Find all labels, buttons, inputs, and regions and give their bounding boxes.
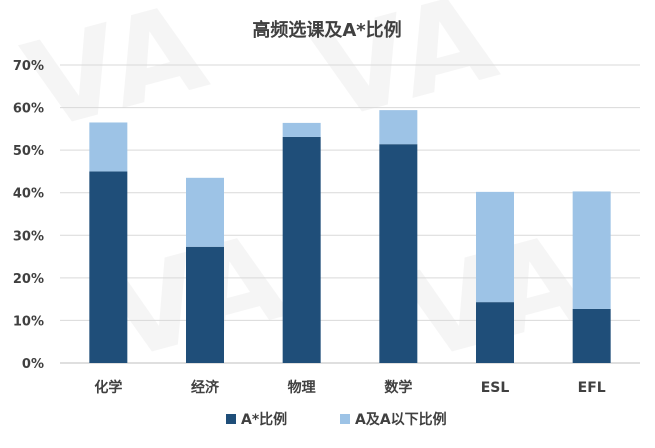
legend-swatch: [340, 414, 350, 424]
x-tick-label: 化学: [94, 379, 122, 396]
bar-astar-4: [476, 302, 514, 363]
legend-label: A*比例: [241, 411, 287, 428]
bar-astar-5: [572, 308, 611, 363]
bar-astar-3: [379, 144, 418, 363]
y-axis-ticks: 0% 10% 20% 30% 40% 50% 60% 70%: [13, 59, 44, 372]
x-axis-ticks: 化学 经济 物理 数学 ESL EFL: [94, 379, 605, 396]
x-tick-label: 数学: [384, 379, 412, 396]
bars: [89, 110, 611, 363]
legend-swatch: [226, 414, 236, 424]
y-tick-label: 70%: [13, 59, 44, 74]
y-tick-label: 60%: [13, 102, 44, 117]
bar-astar-2: [282, 136, 321, 363]
bar-a-and-below-2: [282, 122, 321, 137]
y-tick-label: 40%: [13, 187, 44, 202]
bar-astar-1: [186, 246, 224, 363]
x-tick-label: 物理: [288, 379, 316, 396]
x-tick-label: ESL: [481, 380, 510, 396]
bar-a-and-below-4: [476, 191, 514, 303]
x-tick-label: 经济: [191, 379, 220, 396]
y-tick-label: 20%: [13, 272, 44, 287]
bar-a-and-below-1: [186, 177, 224, 247]
bar-a-and-below-3: [379, 110, 418, 145]
bar-a-and-below-5: [572, 191, 611, 309]
y-tick-label: 50%: [13, 144, 44, 159]
y-tick-label: 30%: [13, 229, 44, 244]
y-tick-label: 0%: [22, 357, 44, 372]
x-tick-label: EFL: [578, 380, 606, 396]
bar-astar-0: [89, 171, 128, 363]
gridlines: [60, 64, 640, 364]
legend: A*比例 A及A以下比例: [226, 411, 447, 428]
chart-title: 高频选课及A*比例: [252, 19, 401, 41]
legend-label: A及A以下比例: [355, 411, 447, 428]
y-tick-label: 10%: [13, 314, 44, 329]
bar-a-and-below-0: [89, 122, 128, 172]
